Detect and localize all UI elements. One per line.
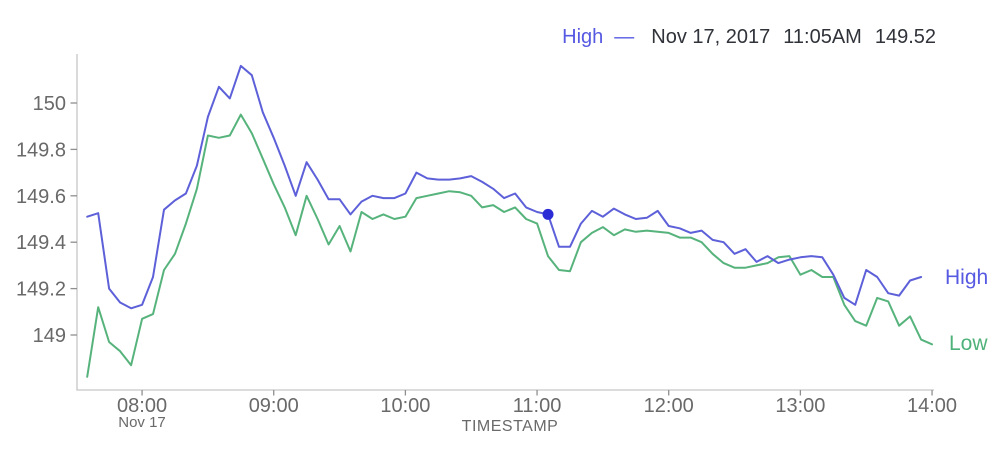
y-tick-label: 149.6: [16, 186, 66, 208]
tooltip-value: 149.52: [874, 26, 936, 48]
y-tick-label: 149: [33, 325, 66, 347]
high-series-line[interactable]: [86, 64, 923, 310]
tooltip-date: Nov 17, 2017: [651, 26, 771, 48]
low-series-line[interactable]: [86, 113, 933, 378]
tooltip-line-swatch: —: [614, 26, 635, 48]
x-tick-label: 14:00: [907, 395, 957, 417]
hover-tooltip: High — Nov 17, 2017 11:05AM 149.52: [562, 25, 936, 49]
tooltip-time: 11:05AM: [783, 26, 862, 48]
selected-point-marker[interactable]: [542, 208, 554, 220]
x-tick-label: 11:00: [513, 395, 562, 417]
y-tick-label: 149.4: [16, 232, 66, 254]
x-tick-label: 08:00: [117, 395, 167, 417]
low-series-label: Low: [949, 332, 988, 355]
x-tick-label: 10:00: [380, 395, 430, 417]
y-tick-label: 150: [33, 93, 66, 115]
x-tick-label: 12:00: [644, 395, 694, 417]
x-tick-label: 09:00: [249, 395, 299, 417]
x-tick-label: 13:00: [775, 395, 825, 417]
y-tick-label: 149.2: [16, 279, 66, 301]
x-axis-title: TIMESTAMP: [461, 418, 559, 435]
tooltip-series-name: High: [562, 26, 604, 48]
x-axis-date-label: Nov 17: [118, 414, 166, 431]
high-series-label: High: [945, 266, 989, 289]
y-tick-label: 149.8: [16, 139, 66, 161]
